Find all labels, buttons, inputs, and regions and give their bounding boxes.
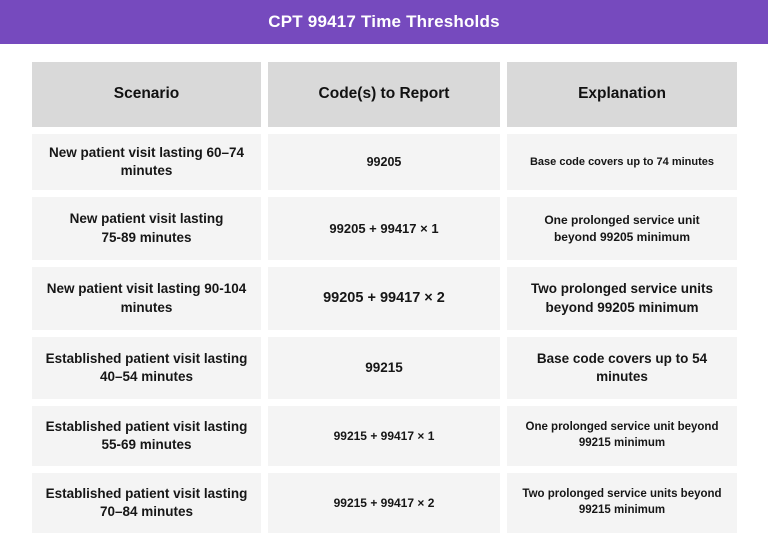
table-row-6-explanation: Two prolonged service units beyond 99215… — [507, 473, 737, 533]
table-row-3-scenario: New patient visit lasting 90-104 minutes — [32, 267, 261, 330]
column-header-explanation: Explanation — [507, 62, 737, 127]
threshold-table: Scenario Code(s) to Report Explanation N… — [32, 62, 737, 533]
table-row-4-scenario: Established patient visit lasting 40–54 … — [32, 337, 261, 399]
title-banner: CPT 99417 Time Thresholds — [0, 0, 768, 44]
table-row-4-code: 99215 — [268, 337, 500, 399]
table-row-5-scenario: Established patient visit lasting 55-69 … — [32, 406, 261, 466]
column-header-scenario: Scenario — [32, 62, 261, 127]
table-row-2-scenario: New patient visit lasting 75-89 minutes — [32, 197, 261, 260]
page-title: CPT 99417 Time Thresholds — [268, 12, 500, 31]
table-row-3-code: 99205 + 99417 × 2 — [268, 267, 500, 330]
table-row-1-code: 99205 — [268, 134, 500, 190]
column-header-codes: Code(s) to Report — [268, 62, 500, 127]
table-row-4-explanation: Base code covers up to 54 minutes — [507, 337, 737, 399]
table-row-2-code: 99205 + 99417 × 1 — [268, 197, 500, 260]
table-row-6-scenario: Established patient visit lasting 70–84 … — [32, 473, 261, 533]
table-row-1-explanation: Base code covers up to 74 minutes — [507, 134, 737, 190]
table-row-6-code: 99215 + 99417 × 2 — [268, 473, 500, 533]
table-row-5-code: 99215 + 99417 × 1 — [268, 406, 500, 466]
table-row-5-explanation: One prolonged service unit beyond 99215 … — [507, 406, 737, 466]
table-row-3-explanation: Two prolonged service units beyond 99205… — [507, 267, 737, 330]
table-row-2-explanation: One prolonged service unit beyond 99205 … — [507, 197, 737, 260]
table-row-1-scenario: New patient visit lasting 60–74 minutes — [32, 134, 261, 190]
